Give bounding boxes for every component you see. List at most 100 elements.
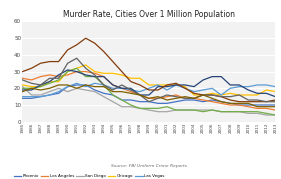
San Diego [183, 109, 187, 111]
Dallas [48, 61, 51, 63]
San Diego [39, 94, 42, 96]
San Diego [228, 111, 232, 113]
Los Angeles [75, 71, 78, 73]
Las Vegas [102, 84, 105, 86]
Chicago [219, 94, 223, 96]
Philadelphia [247, 89, 250, 91]
Philadelphia [138, 94, 142, 96]
Philadelphia [165, 86, 169, 88]
Chicago [30, 86, 33, 88]
Chicago [102, 72, 105, 74]
Line: Houston: Houston [22, 58, 275, 102]
New York [138, 107, 142, 109]
Philadelphia [237, 84, 241, 86]
Philadelphia [39, 84, 42, 86]
Dallas [174, 82, 178, 84]
Line: Dallas: Dallas [22, 38, 275, 102]
Line: Los Angeles: Los Angeles [22, 72, 275, 110]
Philadelphia [156, 86, 160, 88]
New York [247, 111, 250, 113]
Los Angeles [138, 94, 142, 96]
Houston [102, 84, 105, 86]
Las Vegas [39, 96, 42, 98]
New York [102, 84, 105, 86]
Philadelphia [192, 86, 196, 88]
Philadelphia [66, 69, 69, 71]
Houston [39, 84, 42, 86]
Dallas [274, 99, 277, 101]
Las Vegas [256, 84, 259, 86]
New York [256, 111, 259, 113]
San Diego [210, 109, 214, 111]
Houston [48, 77, 51, 79]
Los Angeles [102, 76, 105, 78]
Phoenix [66, 86, 69, 88]
San Antonio [165, 99, 169, 101]
Houston [265, 101, 268, 103]
Phoenix [93, 89, 96, 91]
Houston [228, 96, 232, 98]
New York [30, 87, 33, 89]
San Diego [48, 91, 51, 93]
Los Angeles [57, 76, 60, 78]
San Antonio [228, 102, 232, 104]
Dallas [265, 101, 268, 103]
Philadelphia [111, 84, 114, 86]
Los Angeles [147, 97, 151, 99]
San Diego [165, 111, 169, 113]
Phoenix [138, 101, 142, 103]
San Antonio [84, 84, 87, 86]
San Antonio [210, 97, 214, 99]
New York [228, 111, 232, 113]
New York [156, 107, 160, 109]
Houston [129, 89, 133, 91]
Las Vegas [93, 82, 96, 84]
San Antonio [75, 87, 78, 89]
San Antonio [120, 91, 124, 93]
Phoenix [165, 102, 169, 104]
San Diego [247, 112, 250, 114]
Philadelphia [265, 92, 268, 94]
Dallas [75, 44, 78, 46]
San Diego [274, 114, 277, 116]
Phoenix [174, 101, 178, 103]
Chicago [66, 71, 69, 73]
Las Vegas [210, 87, 214, 89]
Phoenix [265, 104, 268, 106]
Philadelphia [256, 92, 259, 94]
San Diego [21, 86, 24, 88]
Phoenix [237, 104, 241, 106]
Phoenix [57, 92, 60, 94]
Chicago [21, 84, 24, 86]
Las Vegas [138, 91, 142, 93]
Dallas [102, 50, 105, 53]
San Diego [93, 91, 96, 93]
San Diego [156, 111, 160, 113]
Chicago [138, 77, 142, 79]
Las Vegas [75, 82, 78, 84]
Chicago [93, 71, 96, 73]
Philadelphia [48, 81, 51, 83]
Houston [57, 77, 60, 79]
San Antonio [138, 94, 142, 96]
Text: Source: FBI Uniform Crime Reports: Source: FBI Uniform Crime Reports [111, 164, 187, 168]
Las Vegas [147, 87, 151, 89]
San Diego [66, 91, 69, 93]
Philadelphia [93, 76, 96, 78]
New York [274, 114, 277, 116]
Phoenix [129, 99, 133, 101]
New York [237, 111, 241, 113]
Dallas [138, 84, 142, 86]
Philadelphia [219, 76, 223, 78]
Chicago [39, 86, 42, 88]
Las Vegas [48, 94, 51, 96]
Philadelphia [274, 96, 277, 98]
Dallas [21, 71, 24, 73]
New York [165, 106, 169, 108]
Phoenix [201, 101, 205, 103]
San Diego [192, 109, 196, 111]
Chicago [228, 92, 232, 94]
San Diego [201, 109, 205, 111]
Chicago [256, 94, 259, 96]
Line: Las Vegas: Las Vegas [22, 83, 275, 97]
